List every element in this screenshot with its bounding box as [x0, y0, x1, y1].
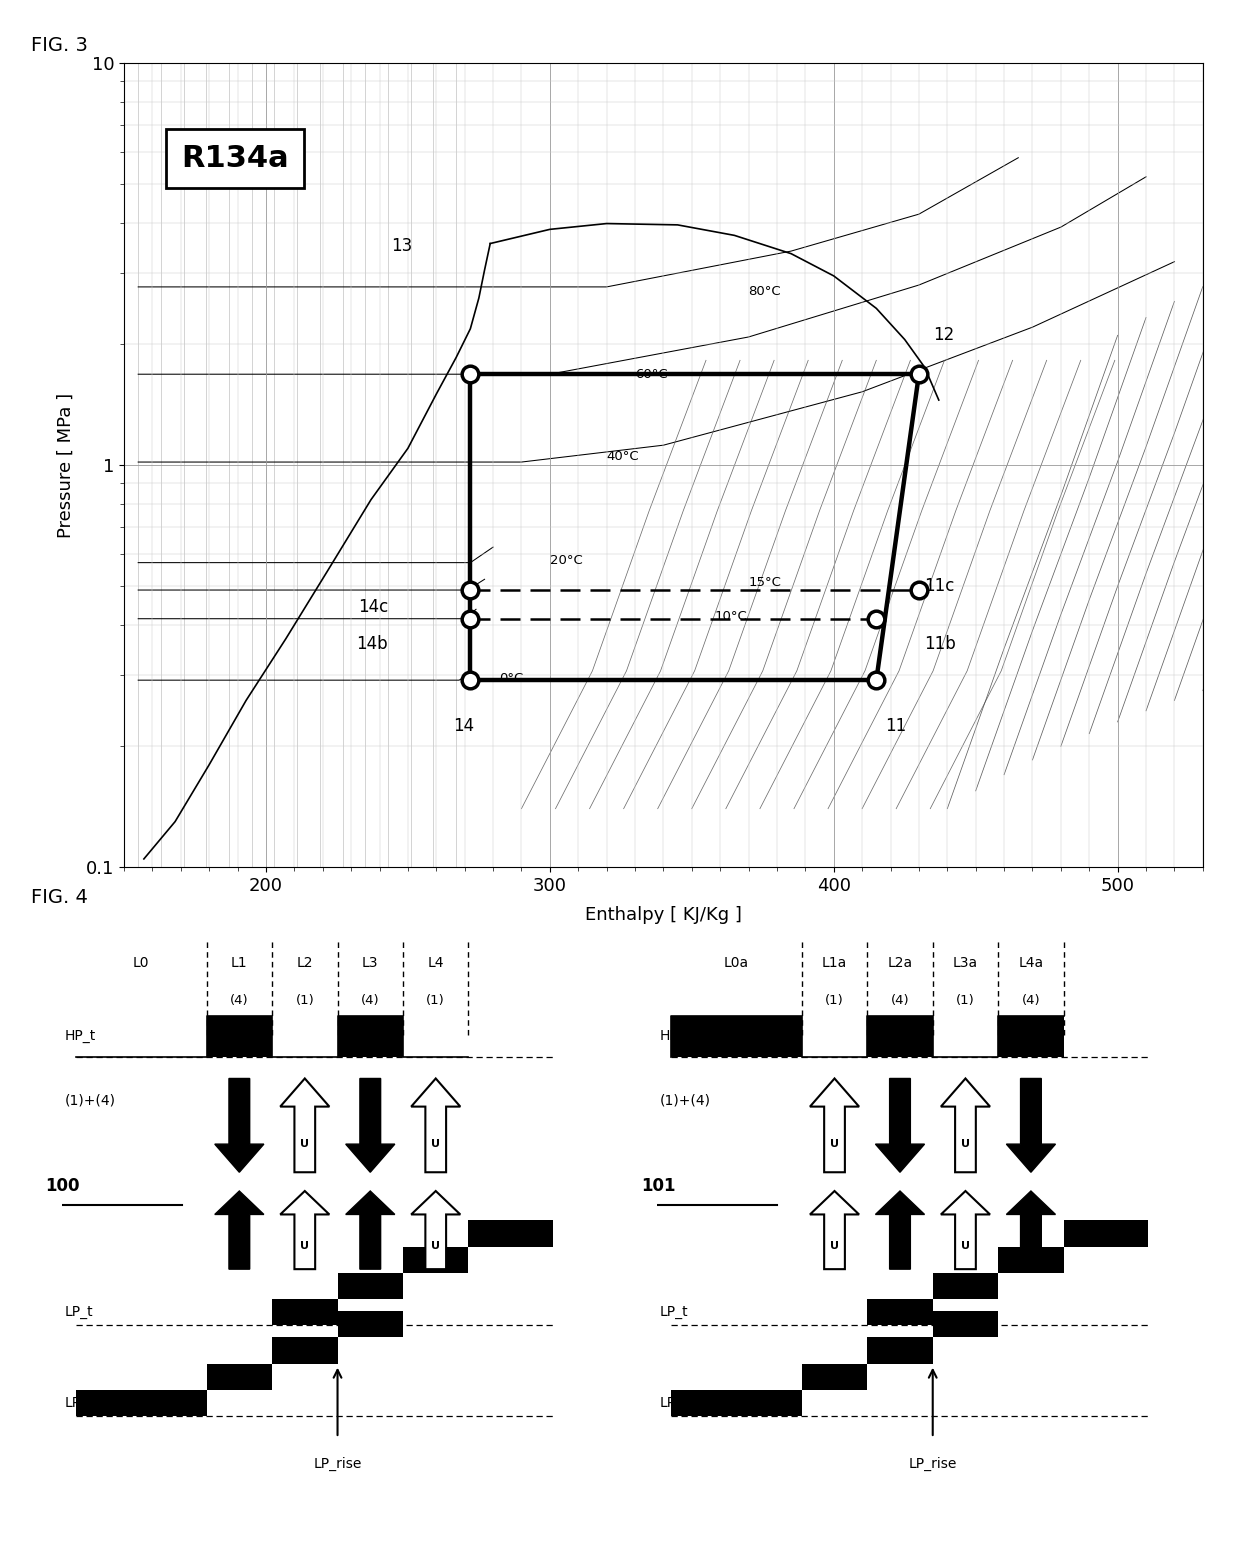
FancyArrow shape: [280, 1191, 330, 1269]
Text: 11b: 11b: [925, 635, 956, 653]
X-axis label: Enthalpy [ KJ/Kg ]: Enthalpy [ KJ/Kg ]: [585, 907, 742, 924]
Bar: [337, 1272, 403, 1299]
Text: 40°C: 40°C: [606, 450, 640, 463]
Text: 14b: 14b: [356, 635, 388, 653]
FancyArrow shape: [875, 1078, 925, 1172]
FancyArrow shape: [280, 1078, 330, 1172]
Bar: [337, 1311, 403, 1338]
Text: 0°C: 0°C: [498, 672, 523, 685]
Bar: [337, 1016, 403, 1057]
Text: LP_rise: LP_rise: [909, 1457, 957, 1471]
Text: 11c: 11c: [925, 577, 955, 596]
Bar: [998, 1247, 1064, 1272]
Bar: [272, 1338, 337, 1363]
Text: U: U: [961, 1241, 970, 1250]
Text: FIG. 3: FIG. 3: [31, 36, 88, 55]
Text: 60°C: 60°C: [635, 367, 667, 381]
FancyArrow shape: [941, 1191, 990, 1269]
Text: 20°C: 20°C: [549, 553, 583, 567]
Bar: [469, 1221, 553, 1247]
Bar: [998, 1016, 1064, 1057]
Text: (1): (1): [956, 994, 975, 1007]
FancyArrow shape: [1007, 1078, 1055, 1172]
Text: U: U: [830, 1139, 839, 1149]
Bar: [802, 1363, 867, 1390]
Text: U: U: [961, 1139, 970, 1149]
Bar: [671, 1016, 802, 1057]
FancyArrow shape: [215, 1078, 264, 1172]
Text: L0: L0: [133, 957, 149, 969]
Text: FIG. 4: FIG. 4: [31, 888, 88, 907]
Bar: [867, 1299, 932, 1325]
Text: 14: 14: [454, 717, 475, 735]
Text: (1): (1): [825, 994, 844, 1007]
FancyArrow shape: [346, 1191, 394, 1269]
FancyArrow shape: [1007, 1191, 1055, 1269]
Text: LP_t: LP_t: [64, 1305, 93, 1319]
Text: U: U: [432, 1241, 440, 1250]
Bar: [272, 1299, 337, 1325]
Bar: [207, 1016, 272, 1057]
Bar: [932, 1311, 998, 1338]
FancyArrow shape: [810, 1078, 859, 1172]
Text: U: U: [830, 1241, 839, 1250]
FancyArrow shape: [346, 1078, 394, 1172]
Text: 10°C: 10°C: [714, 610, 748, 624]
Text: (1)+(4): (1)+(4): [660, 1094, 711, 1107]
Bar: [867, 1016, 932, 1057]
Text: LP_0: LP_0: [64, 1396, 97, 1410]
Bar: [403, 1247, 469, 1272]
Text: L2a: L2a: [888, 957, 913, 969]
Bar: [76, 1390, 207, 1416]
Text: 80°C: 80°C: [749, 284, 781, 299]
Text: 13: 13: [391, 238, 412, 255]
Text: (4): (4): [361, 994, 379, 1007]
Text: L3a: L3a: [952, 957, 978, 969]
Text: L2: L2: [296, 957, 312, 969]
FancyArrow shape: [412, 1078, 460, 1172]
Bar: [1064, 1221, 1148, 1247]
Text: L0a: L0a: [724, 957, 749, 969]
Text: R134a: R134a: [181, 144, 289, 173]
FancyArrow shape: [810, 1191, 859, 1269]
Text: LP_t: LP_t: [660, 1305, 688, 1319]
Bar: [207, 1363, 272, 1390]
Text: (1): (1): [295, 994, 314, 1007]
Text: HP_t: HP_t: [660, 1030, 691, 1043]
Text: L3: L3: [362, 957, 378, 969]
Text: 101: 101: [641, 1177, 676, 1196]
Bar: [671, 1390, 802, 1416]
Text: HP_t: HP_t: [64, 1030, 95, 1043]
Text: U: U: [300, 1139, 309, 1149]
Text: U: U: [300, 1241, 309, 1250]
Text: 14c: 14c: [358, 597, 388, 616]
Text: 11: 11: [885, 717, 906, 735]
Bar: [932, 1272, 998, 1299]
Text: (4): (4): [1022, 994, 1040, 1007]
FancyArrow shape: [215, 1191, 264, 1269]
Text: LP_rise: LP_rise: [314, 1457, 362, 1471]
Text: L1a: L1a: [822, 957, 847, 969]
Text: (4): (4): [229, 994, 249, 1007]
Text: L1: L1: [231, 957, 248, 969]
Text: L4: L4: [428, 957, 444, 969]
Text: (4): (4): [890, 994, 909, 1007]
FancyArrow shape: [412, 1191, 460, 1269]
FancyArrow shape: [941, 1078, 990, 1172]
Bar: [867, 1338, 932, 1363]
Text: (1)+(4): (1)+(4): [64, 1094, 115, 1107]
Text: (1): (1): [427, 994, 445, 1007]
Text: 12: 12: [932, 327, 955, 344]
Text: L4a: L4a: [1018, 957, 1044, 969]
Text: 100: 100: [46, 1177, 81, 1196]
Text: 15°C: 15°C: [749, 577, 781, 589]
Text: U: U: [432, 1139, 440, 1149]
Y-axis label: Pressure [ MPa ]: Pressure [ MPa ]: [57, 392, 74, 538]
FancyArrow shape: [875, 1191, 925, 1269]
Text: LP_0: LP_0: [660, 1396, 692, 1410]
